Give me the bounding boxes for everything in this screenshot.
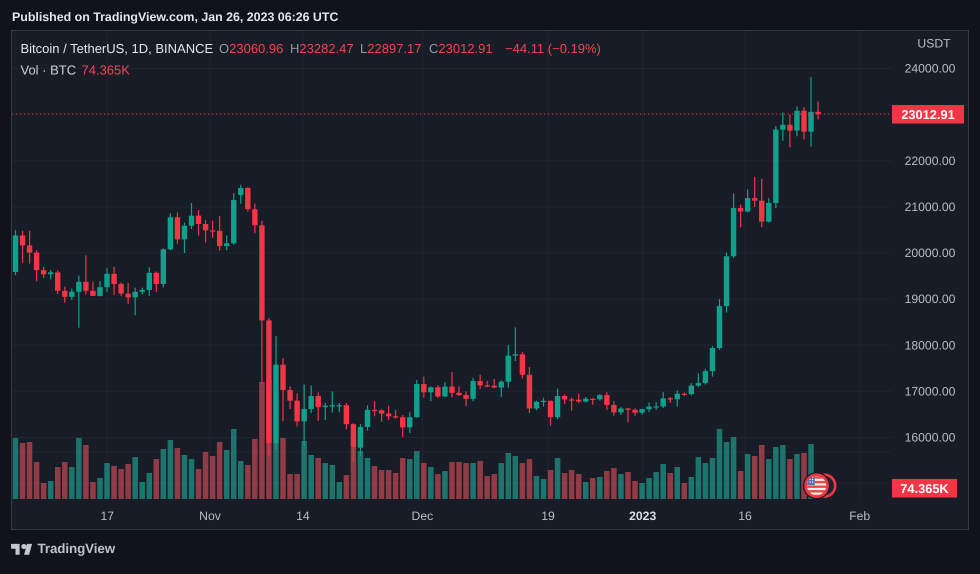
svg-text:L22897.17: L22897.17 xyxy=(360,41,421,56)
svg-text:19: 19 xyxy=(541,509,555,523)
svg-text:17: 17 xyxy=(101,509,115,523)
svg-text:16: 16 xyxy=(738,509,752,523)
svg-text:Vol · BTC: Vol · BTC xyxy=(21,63,77,78)
svg-text:TradingView: TradingView xyxy=(38,541,116,556)
svg-text:C23012.91: C23012.91 xyxy=(429,41,493,56)
svg-text:19000.00: 19000.00 xyxy=(905,292,956,306)
svg-text:H23282.47: H23282.47 xyxy=(290,41,354,56)
svg-text:23012.91: 23012.91 xyxy=(901,107,954,122)
svg-text:74.365K: 74.365K xyxy=(82,63,131,78)
svg-text:Dec: Dec xyxy=(412,509,434,523)
svg-text:USDT: USDT xyxy=(917,37,951,51)
svg-text:18000.00: 18000.00 xyxy=(905,338,956,352)
svg-text:17000.00: 17000.00 xyxy=(905,384,956,398)
svg-text:Published on TradingView.com,: Published on TradingView.com, Jan 26, 20… xyxy=(12,10,338,24)
svg-text:14: 14 xyxy=(296,509,310,523)
svg-text:Bitcoin / TetherUS, 1D, BINANC: Bitcoin / TetherUS, 1D, BINANCE xyxy=(21,41,214,56)
svg-text:Feb: Feb xyxy=(849,509,870,523)
svg-text:24000.00: 24000.00 xyxy=(905,62,956,76)
svg-text:16000.00: 16000.00 xyxy=(905,431,956,445)
svg-text:21000.00: 21000.00 xyxy=(905,200,956,214)
svg-text:2023: 2023 xyxy=(629,509,656,523)
svg-text:O23060.96: O23060.96 xyxy=(219,41,283,56)
svg-text:22000.00: 22000.00 xyxy=(905,154,956,168)
svg-text:Nov: Nov xyxy=(199,509,222,523)
svg-text:20000.00: 20000.00 xyxy=(905,246,956,260)
svg-text:74.365K: 74.365K xyxy=(900,481,949,496)
svg-text:−44.11 (−0.19%): −44.11 (−0.19%) xyxy=(505,41,601,56)
